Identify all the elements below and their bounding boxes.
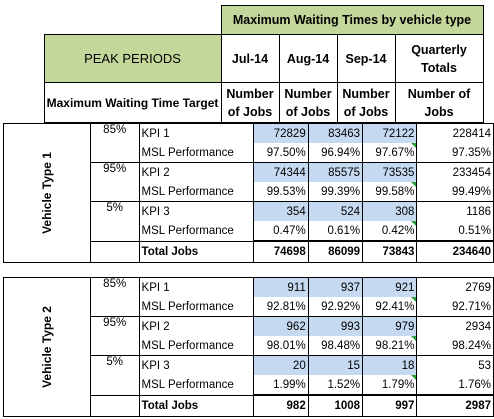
target-percent: 5% [89,355,140,396]
quarterly-totals-header: Quarterly Totals [394,34,484,83]
target-percent: 85% [89,277,140,317]
kpi-value: 937 [307,277,363,297]
kpi-value: 354 [253,201,309,221]
kpi-value: 228414 [416,123,494,143]
blank-cell [3,6,221,35]
msl-value: 92.81% [253,297,309,317]
total-jobs-value: 997 [362,394,418,417]
kpi-value: 979 [362,316,417,336]
total-jobs-value: 982 [253,394,309,417]
kpi-value: 53 [416,355,494,375]
msl-value: 1.99% [253,375,309,396]
msl-label: MSL Performance [138,221,255,242]
kpi-value: 1186 [416,201,494,221]
vehicle-type-label: Vehicle Type 1 [3,123,91,263]
msl-label: MSL Performance [138,336,255,356]
peak-periods-header: PEAK PERIODS [43,34,222,83]
msl-label: MSL Performance [138,297,255,317]
msl-value: 98.24% [416,336,494,356]
month-header-jul: Jul-14 [220,34,280,83]
header-table: Maximum Waiting Times by vehicle type PE… [3,5,484,123]
msl-value: 97.67% [362,143,417,163]
total-jobs-value: 2987 [416,394,494,417]
kpi-value: 2769 [416,277,494,297]
kpi-label: KPI 1 [138,123,255,143]
kpi-value: 2934 [416,316,494,336]
target-percent: 85% [89,123,140,163]
msl-value: 92.41% [362,297,417,317]
kpi-value: 15 [307,355,363,375]
msl-label: MSL Performance [138,375,255,396]
jobs-header-sep: Number of Jobs [336,82,396,123]
total-jobs-label: Total Jobs [138,394,255,417]
target-percent: 5% [89,201,140,242]
kpi-value: 73535 [362,162,417,182]
vehicle-type-label: Vehicle Type 2 [3,277,91,417]
msl-value: 1.79% [362,375,417,396]
vehicle-type-2-table: Vehicle Type 2 85% KPI 1 911 937 921 2769 MSL P… [3,277,494,417]
kpi-value: 993 [307,316,363,336]
kpi-value: 20 [253,355,309,375]
total-jobs-value: 73843 [362,240,418,263]
msl-value: 97.35% [416,143,494,163]
blank-cell [3,83,44,123]
kpi-label: KPI 3 [138,201,255,221]
vehicle-type-1-table: Vehicle Type 1 85% KPI 1 72829 83463 72122 228… [3,123,494,263]
msl-value: 0.61% [307,221,363,242]
blank-cell [3,35,44,83]
msl-value: 98.21% [362,336,417,356]
msl-value: 0.47% [253,221,309,242]
jobs-header-aug: Number of Jobs [278,82,338,123]
kpi-value: 911 [253,277,309,297]
kpi-label: KPI 2 [138,316,255,336]
msl-value: 0.51% [416,221,494,242]
msl-value: 1.52% [307,375,363,396]
kpi-value: 83463 [307,123,363,143]
total-jobs-label: Total Jobs [138,240,255,263]
kpi-label: KPI 2 [138,162,255,182]
report-title: Maximum Waiting Times by vehicle type [220,5,484,35]
kpi-value: 72122 [362,123,417,143]
kpi-value: 18 [362,355,417,375]
total-jobs-value: 86099 [307,240,364,263]
kpi-value: 921 [362,277,417,297]
msl-value: 98.48% [307,336,363,356]
msl-value: 99.49% [416,182,494,202]
kpi-value: 74344 [253,162,309,182]
blank-cell [89,240,140,263]
jobs-header-jul: Number of Jobs [220,82,280,123]
month-header-aug: Aug-14 [278,34,338,83]
kpi-value: 85575 [307,162,363,182]
month-header-sep: Sep-14 [336,34,396,83]
target-percent: 95% [89,162,140,202]
blank-cell [89,394,140,417]
kpi-label: KPI 1 [138,277,255,297]
kpi-value: 233454 [416,162,494,182]
target-percent: 95% [89,316,140,356]
total-jobs-value: 74698 [253,240,309,263]
total-jobs-value: 1008 [307,394,364,417]
kpi-value: 308 [362,201,417,221]
msl-value: 0.42% [362,221,417,242]
msl-label: MSL Performance [138,182,255,202]
msl-value: 98.01% [253,336,309,356]
kpi-value: 962 [253,316,309,336]
total-jobs-value: 234640 [416,240,494,263]
msl-value: 92.92% [307,297,363,317]
msl-value: 97.50% [253,143,309,163]
msl-value: 92.71% [416,297,494,317]
msl-value: 99.58% [362,182,417,202]
msl-value: 99.53% [253,182,309,202]
msl-label: MSL Performance [138,143,255,163]
msl-value: 99.39% [307,182,363,202]
jobs-header-quarterly: Number of Jobs [394,82,484,123]
msl-value: 1.76% [416,375,494,396]
msl-value: 96.94% [307,143,363,163]
kpi-label: KPI 3 [138,355,255,375]
kpi-value: 72829 [253,123,309,143]
kpi-value: 524 [307,201,363,221]
target-header: Maximum Waiting Time Target [43,82,222,123]
